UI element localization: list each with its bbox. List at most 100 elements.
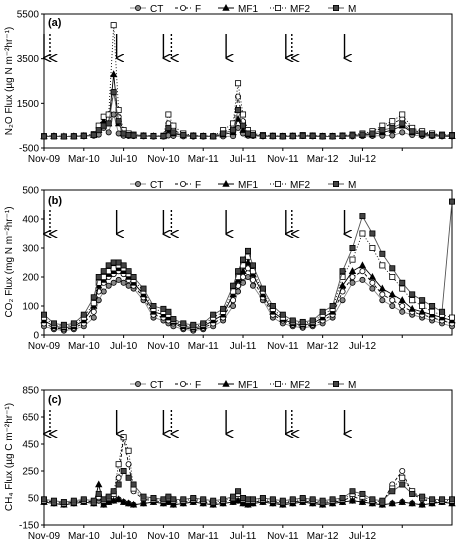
data-point-m (244, 496, 251, 503)
data-point-mf1 (119, 498, 128, 505)
data-point-m (235, 268, 242, 275)
y-axis-label: CO₂ Flux (mg N m⁻²hr⁻¹) (4, 206, 15, 317)
data-point-m (160, 133, 167, 140)
data-point-m (41, 133, 48, 140)
data-point-mf2 (115, 461, 122, 468)
data-point-mf1 (388, 499, 396, 507)
data-point-m (359, 131, 366, 138)
data-point-m (235, 488, 242, 495)
data-point-m (120, 130, 127, 137)
data-point-ct (120, 279, 127, 286)
data-point-m (70, 497, 77, 504)
data-point-m (190, 321, 197, 328)
y-tick-label: 100 (22, 302, 39, 313)
data-point-m (240, 122, 247, 129)
data-point-mf1 (348, 267, 357, 274)
data-point-m (190, 132, 197, 139)
data-point-m (319, 308, 326, 315)
data-point-m (60, 499, 67, 506)
data-point-ct (110, 111, 117, 118)
x-tick-label: Nov-10 (147, 531, 180, 542)
data-point-m (409, 128, 416, 135)
series-layer (40, 198, 456, 334)
legend: CT F MF1 MF2 M (130, 379, 356, 391)
data-point-m (180, 132, 187, 139)
data-point-m (190, 494, 197, 501)
legend-marker (134, 380, 141, 387)
data-point-m (150, 302, 157, 309)
data-point-m (244, 130, 251, 137)
data-point-m (279, 497, 286, 504)
data-point-m (100, 122, 107, 129)
data-point-m (220, 130, 227, 137)
data-point-mf2 (165, 111, 172, 118)
data-point-mf2 (409, 297, 416, 304)
y-tick-label: -150 (19, 521, 39, 532)
data-point-m (429, 302, 436, 309)
series-layer (40, 434, 456, 508)
data-point-ct (115, 276, 122, 283)
data-point-m (230, 493, 237, 500)
x-tick-label: Nov-10 (147, 341, 180, 352)
data-point-m (180, 320, 187, 327)
data-point-mf2 (235, 273, 242, 280)
x-tick-label: Mar-10 (68, 531, 100, 542)
data-point-m (130, 132, 137, 139)
data-point-m (220, 305, 227, 312)
data-point-f (369, 279, 376, 286)
data-point-m (419, 130, 426, 137)
data-point-ct (339, 297, 346, 304)
plot-frame (43, 389, 453, 526)
x-tick-label: Mar-12 (307, 154, 339, 165)
x-tick-label: Jul-11 (230, 531, 257, 542)
data-point-mf1 (239, 499, 247, 507)
y-tick-label: -500 (19, 144, 39, 155)
data-point-m (249, 262, 256, 269)
data-point-mf2 (349, 256, 356, 263)
x-tick-label: Mar-12 (307, 531, 339, 542)
data-point-m (60, 321, 67, 328)
data-point-ct (125, 282, 132, 289)
data-point-m (210, 133, 217, 140)
data-point-ct (230, 302, 237, 309)
data-point-m (80, 496, 87, 503)
legend-marker (332, 180, 339, 187)
data-point-mf1 (358, 261, 367, 269)
data-point-m (60, 133, 67, 140)
data-point-m (359, 213, 366, 220)
data-point-m (165, 308, 172, 315)
data-point-m (448, 132, 455, 139)
data-point-ct (235, 124, 242, 131)
data-point-mf1 (418, 500, 426, 508)
arrow-layer (44, 410, 345, 434)
data-point-mf2 (90, 300, 97, 307)
data-point-m (299, 132, 306, 139)
data-point-mf1 (100, 500, 108, 508)
x-tick-label: Jul-10 (110, 531, 138, 542)
data-point-ct (240, 279, 247, 286)
x-tick-label: Jul-10 (110, 154, 138, 165)
legend-marker (274, 5, 281, 11)
data-point-m (329, 133, 336, 140)
x-tick-label: Nov-09 (28, 341, 61, 352)
data-point-m (279, 133, 286, 140)
data-point-f (399, 302, 406, 309)
data-point-m (399, 120, 406, 127)
data-point-ct (244, 273, 251, 280)
data-point-m (120, 467, 127, 474)
data-point-m (389, 265, 396, 272)
x-tick-label: Jul-12 (349, 531, 377, 542)
data-point-mf1 (418, 307, 426, 315)
y-tick-label: 650 (22, 413, 39, 424)
data-point-mf1 (244, 500, 252, 508)
data-point-m (419, 297, 426, 304)
y-tick-label: 850 (22, 386, 39, 397)
data-point-m (220, 496, 227, 503)
data-point-m (115, 481, 122, 488)
data-point-m (259, 132, 266, 139)
data-point-m (50, 133, 57, 140)
data-point-mf2 (125, 447, 132, 454)
x-axis-ticks: Nov-09 Mar-10 Jul-10 Nov-10 Mar-11 Jul-11 Nov-… (28, 525, 403, 542)
data-point-m (269, 496, 276, 503)
data-point-mf2 (110, 22, 117, 29)
